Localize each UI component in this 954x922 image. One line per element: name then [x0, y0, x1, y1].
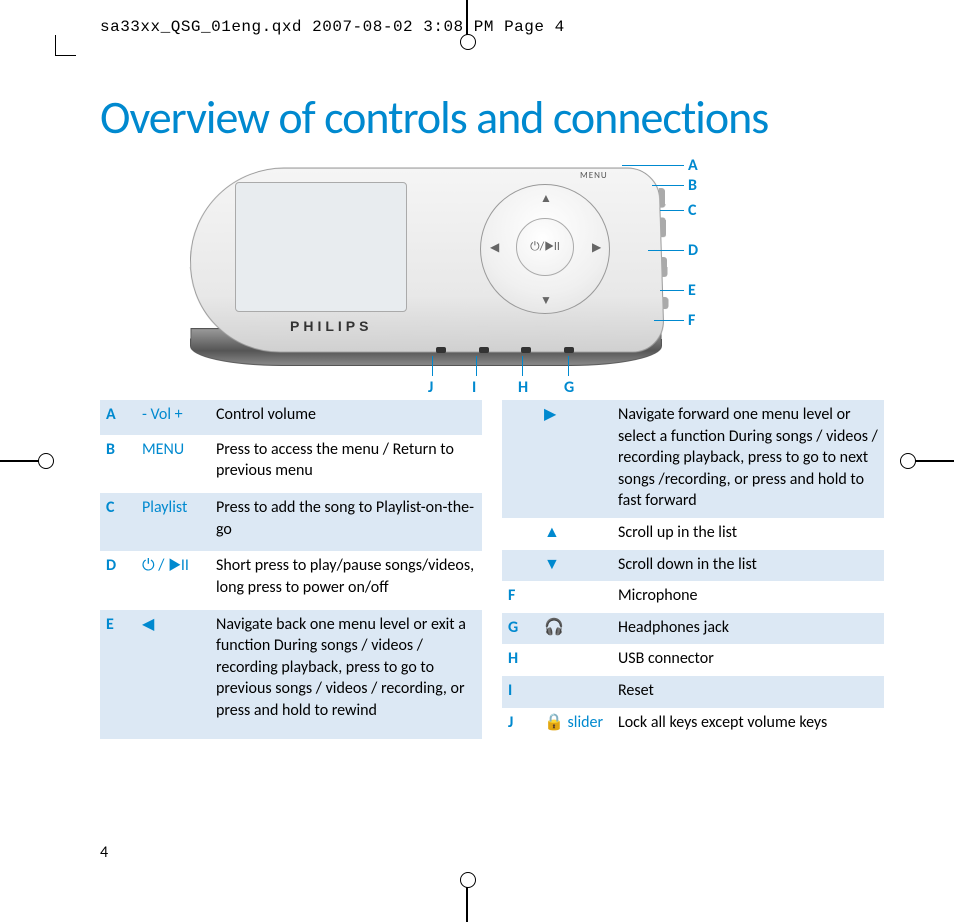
- callout-line: [660, 210, 684, 211]
- side-button-a: [659, 188, 666, 208]
- row-letter: G: [502, 613, 538, 645]
- table-row: D⏻ / ▶IIShort press to play/pause songs/…: [100, 551, 482, 609]
- row-description: Reset: [612, 676, 884, 708]
- row-symbol: 🎧: [538, 613, 612, 645]
- row-symbol: MENU: [136, 435, 210, 493]
- table-row: A- Vol +Control volume: [100, 400, 482, 435]
- row-description: Short press to play/pause songs/videos, …: [210, 551, 482, 609]
- row-description: Control volume: [210, 400, 482, 435]
- nav-down-icon: ▼: [540, 293, 552, 308]
- row-description: Navigate forward one menu level or selec…: [612, 400, 884, 518]
- row-symbol: [538, 676, 612, 708]
- row-letter: J: [502, 708, 538, 740]
- row-description: Headphones jack: [612, 613, 884, 645]
- table-row: F Microphone: [502, 581, 884, 613]
- row-letter: D: [100, 551, 136, 609]
- callout-line: [622, 165, 684, 166]
- table-row: I Reset: [502, 676, 884, 708]
- row-symbol: ▲: [538, 518, 612, 550]
- callout-line: [652, 185, 684, 186]
- row-letter: B: [100, 435, 136, 493]
- callout-d: D: [688, 241, 698, 260]
- row-symbol: ◀: [136, 610, 210, 739]
- table-row: ▲Scroll up in the list: [502, 518, 884, 550]
- row-symbol: - Vol +: [136, 400, 210, 435]
- center-button: ⏻/▶II: [516, 218, 574, 276]
- row-letter: [502, 518, 538, 550]
- side-button-e: [662, 297, 668, 309]
- row-symbol: [538, 644, 612, 676]
- row-letter: [502, 550, 538, 582]
- menu-text: MENU: [580, 170, 608, 181]
- page-title: Overview of controls and connections: [100, 90, 894, 146]
- crop-mark-bottom: [466, 882, 468, 922]
- side-button-b: [660, 217, 667, 237]
- page-number: 4: [100, 843, 108, 862]
- row-symbol: ▶: [538, 400, 612, 518]
- row-description: Press to access the menu / Return to pre…: [210, 435, 482, 493]
- crop-corner: [55, 35, 76, 56]
- crop-mark-left: [0, 460, 45, 462]
- side-button-c: [661, 257, 668, 277]
- controls-table-left: A- Vol +Control volumeBMENUPress to acce…: [100, 400, 482, 739]
- callout-b: B: [688, 176, 697, 195]
- callout-c: C: [688, 201, 696, 220]
- table-row: CPlaylistPress to add the song to Playli…: [100, 493, 482, 551]
- row-letter: [502, 400, 538, 518]
- callout-line: [432, 356, 433, 376]
- device-screen: [235, 182, 407, 312]
- table-row: G🎧Headphones jack: [502, 613, 884, 645]
- row-description: Scroll up in the list: [612, 518, 884, 550]
- row-description: Scroll down in the list: [612, 550, 884, 582]
- table-row: ▶Navigate forward one menu level or sele…: [502, 400, 884, 518]
- nav-up-icon: ▲: [540, 191, 552, 206]
- callout-e: E: [688, 281, 696, 300]
- row-description: Microphone: [612, 581, 884, 613]
- row-description: Navigate back one menu level or exit a f…: [210, 610, 482, 739]
- row-symbol: 🔒 slider: [538, 708, 612, 740]
- nav-left-icon: ◀: [490, 240, 499, 255]
- row-letter: I: [502, 676, 538, 708]
- row-letter: A: [100, 400, 136, 435]
- nav-right-icon: ▶: [592, 240, 601, 255]
- row-description: Lock all keys except volume keys: [612, 708, 884, 740]
- row-symbol: ⏻ / ▶II: [136, 551, 210, 609]
- callout-line: [568, 356, 569, 376]
- table-row: ▼Scroll down in the list: [502, 550, 884, 582]
- row-letter: E: [100, 610, 136, 739]
- callout-line: [660, 290, 684, 291]
- callout-line: [522, 356, 523, 376]
- device-illustration: ⏻/▶II ▲ ▼ ◀ ▶ MENU PHILIPS: [190, 158, 750, 388]
- row-letter: F: [502, 581, 538, 613]
- callout-j: J: [428, 378, 433, 397]
- controls-table-right: ▶Navigate forward one menu level or sele…: [502, 400, 884, 739]
- callout-line: [476, 356, 477, 376]
- row-symbol: Playlist: [136, 493, 210, 551]
- table-row: J🔒 sliderLock all keys except volume key…: [502, 708, 884, 740]
- row-description: Press to add the song to Playlist-on-the…: [210, 493, 482, 551]
- table-row: BMENUPress to access the menu / Return t…: [100, 435, 482, 493]
- callout-a: A: [688, 156, 698, 175]
- callout-line: [654, 320, 684, 321]
- callout-h: H: [518, 378, 528, 397]
- bottom-ports: [420, 343, 590, 357]
- callout-g: G: [564, 378, 574, 397]
- table-row: E◀Navigate back one menu level or exit a…: [100, 610, 482, 739]
- table-row: H USB connector: [502, 644, 884, 676]
- crop-mark-right: [909, 460, 954, 462]
- row-symbol: ▼: [538, 550, 612, 582]
- row-letter: C: [100, 493, 136, 551]
- callout-i: I: [472, 378, 476, 397]
- row-letter: H: [502, 644, 538, 676]
- print-header: sa33xx_QSG_01eng.qxd 2007-08-02 3:08 PM …: [100, 18, 565, 36]
- row-symbol: [538, 581, 612, 613]
- row-description: USB connector: [612, 644, 884, 676]
- callout-line: [648, 250, 684, 251]
- brand-logo: PHILIPS: [290, 318, 372, 334]
- callout-f: F: [688, 311, 695, 330]
